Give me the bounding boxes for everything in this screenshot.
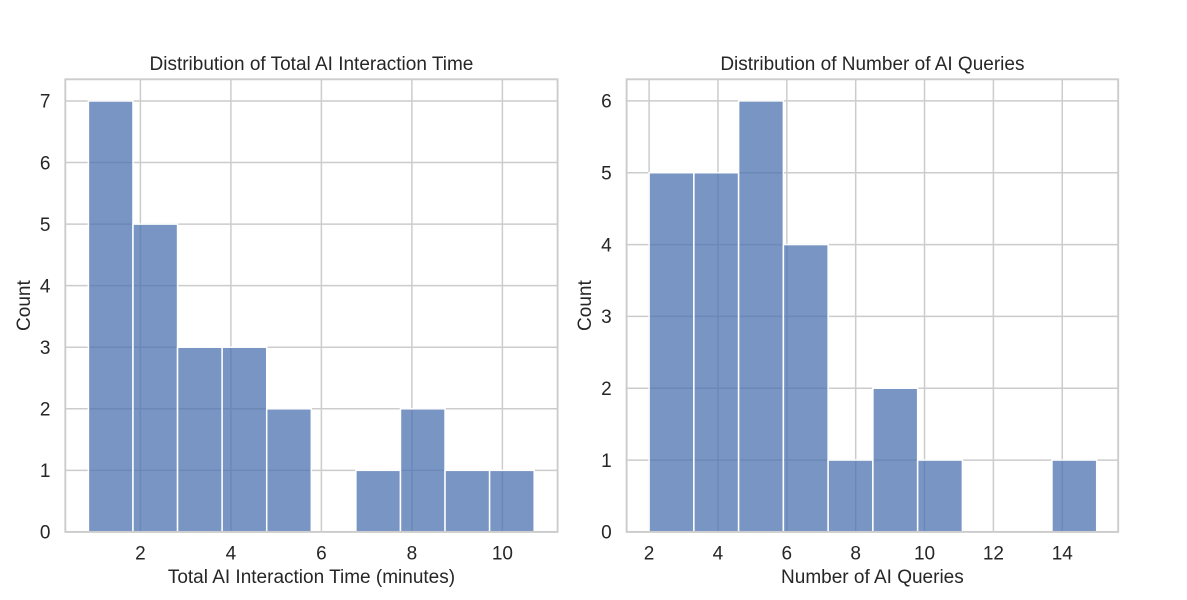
- svg-text:4: 4: [713, 543, 724, 564]
- svg-text:1: 1: [40, 461, 51, 482]
- svg-text:6: 6: [40, 153, 51, 174]
- svg-text:2: 2: [644, 543, 655, 564]
- svg-text:Number of AI Queries: Number of AI Queries: [781, 567, 964, 588]
- svg-text:4: 4: [226, 543, 237, 564]
- svg-text:3: 3: [601, 307, 612, 328]
- svg-text:0: 0: [601, 523, 612, 544]
- svg-text:Total AI Interaction Time (min: Total AI Interaction Time (minutes): [168, 567, 455, 588]
- svg-text:12: 12: [983, 543, 1004, 564]
- svg-text:Count: Count: [14, 280, 35, 331]
- svg-text:5: 5: [601, 163, 612, 184]
- svg-text:6: 6: [782, 543, 793, 564]
- svg-text:10: 10: [914, 543, 935, 564]
- svg-text:Count: Count: [575, 280, 596, 331]
- svg-text:6: 6: [601, 92, 612, 113]
- svg-text:7: 7: [40, 92, 51, 113]
- svg-text:1: 1: [601, 451, 612, 472]
- svg-text:4: 4: [40, 276, 51, 297]
- svg-text:2: 2: [601, 379, 612, 400]
- svg-text:5: 5: [40, 215, 51, 236]
- svg-text:0: 0: [40, 523, 51, 544]
- svg-text:3: 3: [40, 338, 51, 359]
- svg-text:14: 14: [1052, 543, 1074, 564]
- svg-text:8: 8: [407, 543, 418, 564]
- svg-text:Distribution of Total AI Inter: Distribution of Total AI Interaction Tim…: [150, 54, 474, 75]
- svg-text:8: 8: [850, 543, 861, 564]
- svg-text:Distribution of Number of AI Q: Distribution of Number of AI Queries: [720, 54, 1024, 75]
- svg-text:4: 4: [601, 235, 612, 256]
- svg-text:6: 6: [316, 543, 327, 564]
- svg-text:2: 2: [135, 543, 146, 564]
- svg-text:10: 10: [492, 543, 513, 564]
- svg-text:2: 2: [40, 399, 51, 420]
